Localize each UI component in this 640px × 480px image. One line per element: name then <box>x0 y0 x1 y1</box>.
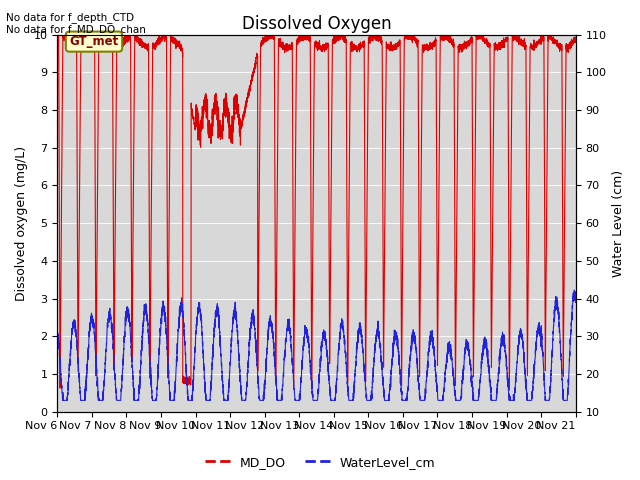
Title: Dissolved Oxygen: Dissolved Oxygen <box>242 15 391 33</box>
Y-axis label: Water Level (cm): Water Level (cm) <box>612 169 625 276</box>
Y-axis label: Dissolved oxygen (mg/L): Dissolved oxygen (mg/L) <box>15 145 28 300</box>
Legend: MD_DO, WaterLevel_cm: MD_DO, WaterLevel_cm <box>200 451 440 474</box>
Text: No data for f_depth_CTD: No data for f_depth_CTD <box>6 12 134 23</box>
Text: GT_met: GT_met <box>69 35 118 48</box>
Text: No data for f_MD_DO_chan: No data for f_MD_DO_chan <box>6 24 147 35</box>
